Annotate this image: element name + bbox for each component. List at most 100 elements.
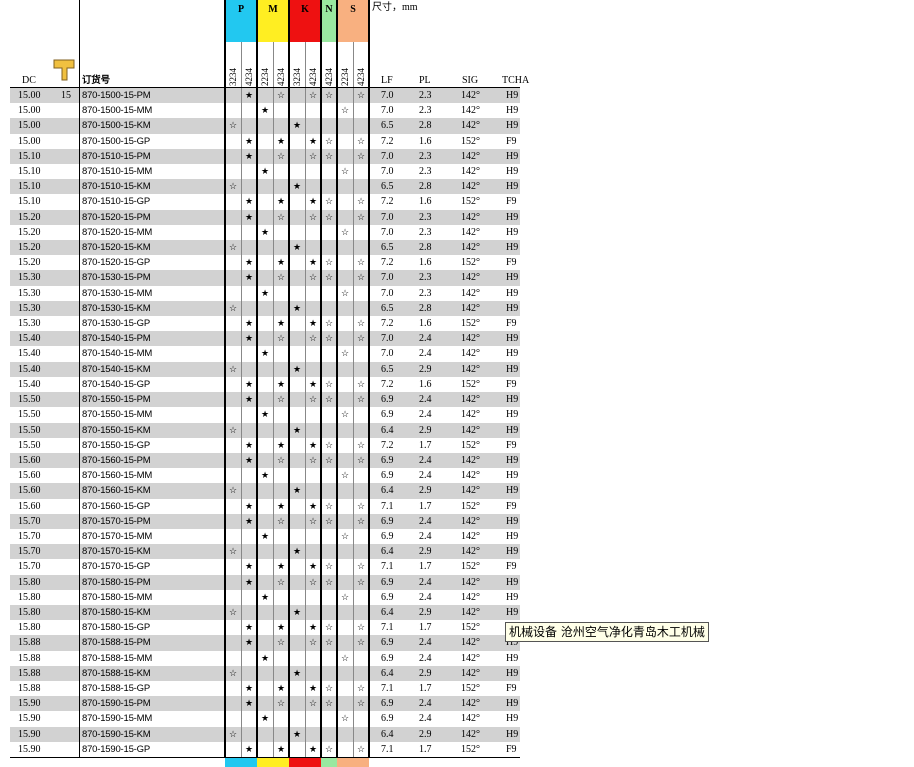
pl-cell: 2.9 [419,363,432,375]
lf-cell: 6.9 [381,713,394,725]
tcha-cell: H9 [506,637,519,649]
grade-mark: ★ [244,454,254,465]
grade-mark: ☆ [308,211,318,222]
dc-cell: 15.70 [18,515,41,527]
sig-cell: 142° [461,591,480,603]
lf-cell: 7.0 [381,90,394,101]
lf-cell: 6.9 [381,652,394,664]
pl-cell: 2.3 [419,272,432,284]
tcha-cell: H9 [506,728,519,740]
order-cell: 870-1580-15-GP [82,622,150,634]
row-stripe [10,544,520,560]
dims-label: 尺寸，mm [372,2,418,13]
grade-mark: ★ [244,378,254,389]
dc-cell: 15.10 [18,196,41,208]
grade-mark: ★ [276,135,286,146]
sig-cell: 152° [461,500,480,512]
row-stripe [10,696,520,712]
order-cell: 870-1500-15-MM [82,105,153,117]
pl-cell: 1.6 [419,378,432,390]
grade-mark: ★ [292,546,302,557]
grade-mark: ☆ [340,713,350,724]
sig-cell: 142° [461,302,480,314]
grade-mark: ☆ [324,561,334,572]
dc-cell: 15.00 [18,120,41,132]
grade-mark: ★ [260,713,270,724]
order-cell: 870-1570-15-MM [82,530,153,542]
grade-mark: ☆ [228,120,238,131]
pl-cell: 2.8 [419,302,432,314]
pl-cell: 2.3 [419,287,432,299]
row-stripe [10,118,520,134]
tcha-cell: H9 [506,120,519,132]
sig-cell: 152° [461,196,480,208]
sig-cell: 142° [461,667,480,679]
sig-cell: 142° [461,515,480,527]
tool-icon [53,59,75,81]
grade-mark: ☆ [228,302,238,313]
grade-mark: ☆ [228,424,238,435]
dc-cell: 15.20 [18,226,41,238]
tcha-cell: H9 [506,698,519,710]
row-stripe [10,300,520,317]
pl-cell: 2.4 [419,515,432,527]
order-cell: 870-1500-15-PM [82,90,151,101]
row-stripe [10,331,520,347]
grade-mark: ★ [244,135,254,146]
pl-cell: 2.4 [419,348,432,360]
dc-cell: 15.70 [18,530,41,542]
sig-cell: 142° [461,713,480,725]
grade-mark: ★ [244,576,254,587]
grade-mark: ☆ [324,150,334,161]
pl-cell: 2.3 [419,166,432,178]
grade-mark: ★ [276,196,286,207]
pl-cell: 2.3 [419,105,432,117]
grade-mark: ☆ [276,394,286,405]
sig-cell: 142° [461,287,480,299]
grade-mark: ★ [244,150,254,161]
grade-sub: 3234 [292,68,302,86]
tcha-cell: H9 [506,363,519,375]
order-cell: 870-1590-15-PM [82,698,151,710]
order-cell: 870-1580-15-PM [82,576,151,588]
dc-cell: 15.60 [18,500,41,512]
group-line [336,0,338,757]
pl-cell: 2.3 [419,226,432,238]
lf-cell: 7.0 [381,348,394,360]
tcha-cell: H9 [506,90,519,101]
dc-cell: 15.30 [18,287,41,299]
grade-mark: ★ [308,682,318,693]
dc-cell: 15.60 [18,470,41,482]
lf-cell: 7.0 [381,150,394,162]
lf-cell: 6.9 [381,530,394,542]
pl-cell: 1.7 [419,743,432,755]
lf-cell: 6.9 [381,637,394,649]
row-stripe [10,665,520,681]
col-line [241,42,242,757]
grade-mark: ★ [308,196,318,207]
grade-mark: ☆ [324,637,334,648]
grade-mark: ★ [260,226,270,237]
tcha-cell: H9 [506,454,519,466]
grade-mark: ☆ [324,500,334,511]
grade-mark: ★ [244,394,254,405]
sig-cell: 142° [461,226,480,238]
grade-mark: ★ [244,500,254,511]
lf-cell: 7.2 [381,318,394,330]
pl-cell: 2.4 [419,409,432,421]
row-stripe [10,88,520,104]
grade-mark: ☆ [324,135,334,146]
pl-cell: 2.4 [419,530,432,542]
lf-cell: 7.0 [381,333,394,345]
dc-cell: 15.20 [18,257,41,269]
grade-mark: ☆ [356,561,366,572]
grade-mark: ☆ [308,394,318,405]
dc-cell: 15.90 [18,713,41,725]
tcha-cell: H9 [506,424,519,436]
grade-mark: ★ [276,318,286,329]
order-cell: 870-1580-15-KM [82,606,151,618]
grade-mark: ☆ [324,318,334,329]
pl-cell: 2.4 [419,576,432,588]
lf-cell: 6.4 [381,485,394,497]
group-line [224,0,226,757]
